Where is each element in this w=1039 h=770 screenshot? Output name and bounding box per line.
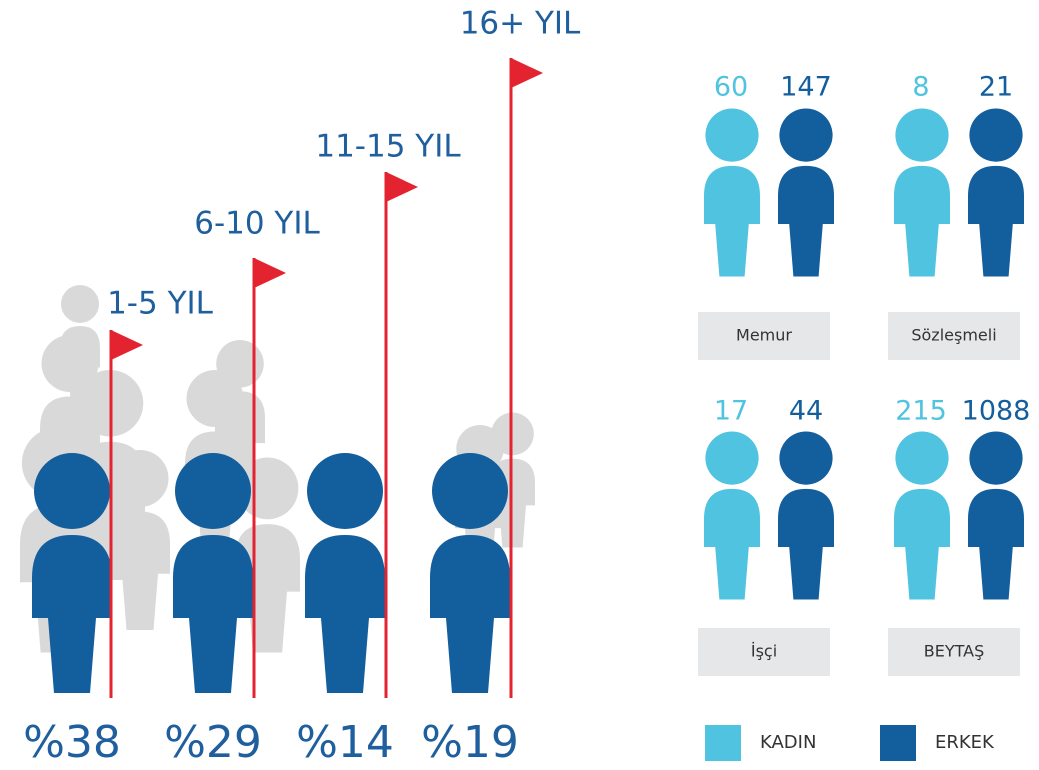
person-icon (704, 109, 760, 277)
flag (111, 330, 143, 360)
person-icon (430, 453, 510, 693)
legend-label: ERKEK (935, 732, 995, 753)
women-count: 60 (714, 72, 748, 103)
women-count: 8 (912, 72, 929, 103)
person-icon (173, 453, 253, 693)
tenure-share: %19 (421, 717, 519, 768)
category-label: BEYTAŞ (924, 642, 985, 661)
tenure-share: %29 (164, 717, 262, 768)
person-icon (305, 453, 385, 693)
person-icon (32, 453, 112, 693)
infographic: 1-5 YIL %38 6-10 YIL %29 11-15 YIL %14 16+ YIL… (0, 0, 1039, 770)
category-label: İşçi (751, 642, 777, 661)
legend-swatch (880, 725, 916, 761)
legend-swatch (705, 725, 741, 761)
person-icon (778, 109, 834, 277)
tenure-label: 1-5 YIL (107, 286, 214, 322)
tenure-share: %38 (23, 717, 121, 768)
legend-label: KADIN (760, 732, 816, 753)
tenure-label: 16+ YIL (460, 6, 581, 42)
women-count: 215 (895, 396, 947, 427)
person-icon (778, 432, 834, 600)
men-count: 1088 (962, 396, 1031, 427)
flag (511, 58, 543, 88)
person-icon (968, 432, 1024, 600)
person-icon (894, 432, 950, 600)
category-label: Memur (736, 326, 792, 345)
men-count: 21 (979, 72, 1013, 103)
category-label: Sözleşmeli (911, 326, 996, 345)
men-count: 44 (789, 396, 823, 427)
person-icon (704, 432, 760, 600)
tenure-label: 6-10 YIL (194, 206, 320, 242)
person-icon (894, 109, 950, 277)
flag (386, 172, 418, 202)
men-count: 147 (780, 72, 832, 103)
tenure-label: 11-15 YIL (315, 129, 461, 165)
tenure-share: %14 (296, 717, 394, 768)
women-count: 17 (714, 396, 748, 427)
flag (254, 258, 286, 288)
person-icon (968, 109, 1024, 277)
